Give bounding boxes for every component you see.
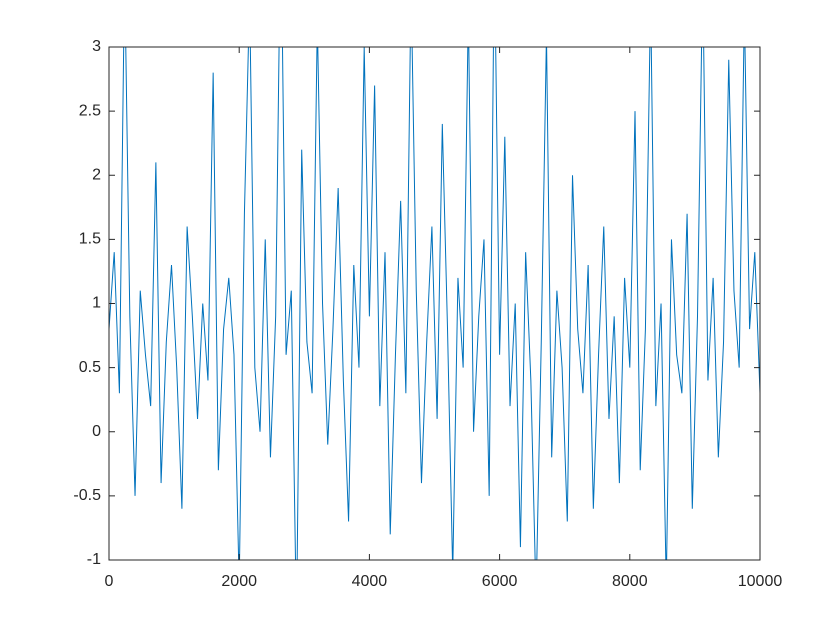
y-tick-label: 0.5 — [79, 359, 101, 376]
y-tick-label: 1 — [92, 295, 101, 312]
x-tick-label: 4000 — [352, 573, 388, 590]
x-tick-label: 2000 — [221, 573, 257, 590]
y-tick-label: 2.5 — [79, 102, 101, 119]
y-tick-label: 2 — [92, 166, 101, 183]
y-tick-label: 0 — [92, 423, 101, 440]
x-tick-label: 0 — [105, 573, 114, 590]
x-tick-label: 6000 — [482, 573, 518, 590]
y-tick-label: 3 — [92, 38, 101, 55]
y-tick-label: -0.5 — [73, 487, 101, 504]
y-tick-label: -1 — [87, 551, 101, 568]
y-tick-label: 1.5 — [79, 231, 101, 248]
data-line — [109, 47, 760, 560]
x-tick-label: 8000 — [612, 573, 648, 590]
x-tick-label: 10000 — [738, 573, 783, 590]
